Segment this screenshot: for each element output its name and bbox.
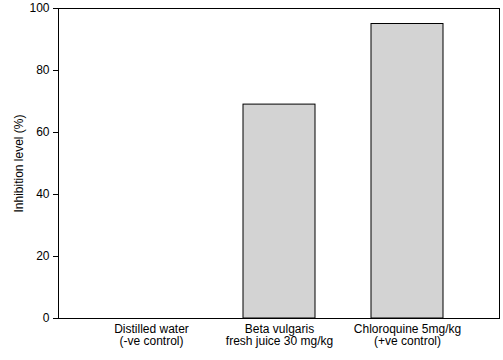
svg-text:0: 0 (43, 311, 50, 325)
svg-text:Inhibition level (%): Inhibition level (%) (12, 114, 26, 212)
svg-text:40: 40 (36, 187, 50, 201)
svg-text:80: 80 (36, 63, 50, 77)
svg-text:100: 100 (29, 1, 49, 15)
svg-text:20: 20 (36, 249, 50, 263)
svg-text:Distilled water(-ve control): Distilled water(-ve control) (114, 322, 189, 348)
svg-text:60: 60 (36, 125, 50, 139)
svg-text:Chloroquine 5mg/kg(+ve control: Chloroquine 5mg/kg(+ve control) (354, 322, 461, 348)
svg-text:Beta vulgarisfresh juice 30 mg: Beta vulgarisfresh juice 30 mg/kg (226, 322, 333, 348)
